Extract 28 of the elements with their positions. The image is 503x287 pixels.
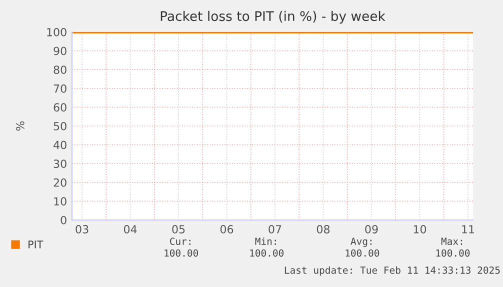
- text: Min: 100.00: [250, 237, 284, 257]
- text: Last update: Tue Feb 11 14:33:13 2025: [284, 266, 500, 276]
- x-tick-label: 05: [172, 225, 185, 234]
- y-tick-label: 10: [54, 197, 66, 206]
- y-tick-label: 50: [54, 122, 66, 130]
- y-tick-label: 70: [54, 84, 66, 93]
- y-tick-label: 90: [54, 46, 66, 56]
- y-tick-label: 60: [54, 103, 66, 112]
- x-tick-label: 11: [462, 225, 474, 234]
- x-tick-label: 03: [76, 225, 88, 234]
- y-tick-label: 30: [54, 160, 66, 168]
- y-tick-label: 0: [60, 216, 66, 224]
- x-tick-label: 07: [268, 225, 282, 234]
- x-tick-label: 09: [365, 225, 378, 234]
- y-tick-label: 20: [54, 178, 66, 187]
- y-tick-label: 40: [54, 140, 66, 150]
- text: Max: 100.00: [436, 238, 470, 257]
- y-tick-label: 80: [54, 66, 66, 74]
- x-tick-label: 08: [316, 225, 330, 234]
- x-tick-label: 06: [220, 225, 234, 234]
- text: Cur: 100.00: [164, 238, 198, 257]
- x-tick-label: 04: [124, 225, 137, 234]
- x-tick-label: 10: [414, 225, 426, 234]
- y-axis-title: %: [16, 121, 24, 131]
- text: Avg: 100.00: [346, 238, 380, 257]
- chart-title: Packet loss to PIT (in %) - by week: [160, 10, 386, 24]
- legend-label: PIT: [28, 240, 44, 248]
- y-tick-label: 100: [47, 28, 66, 36]
